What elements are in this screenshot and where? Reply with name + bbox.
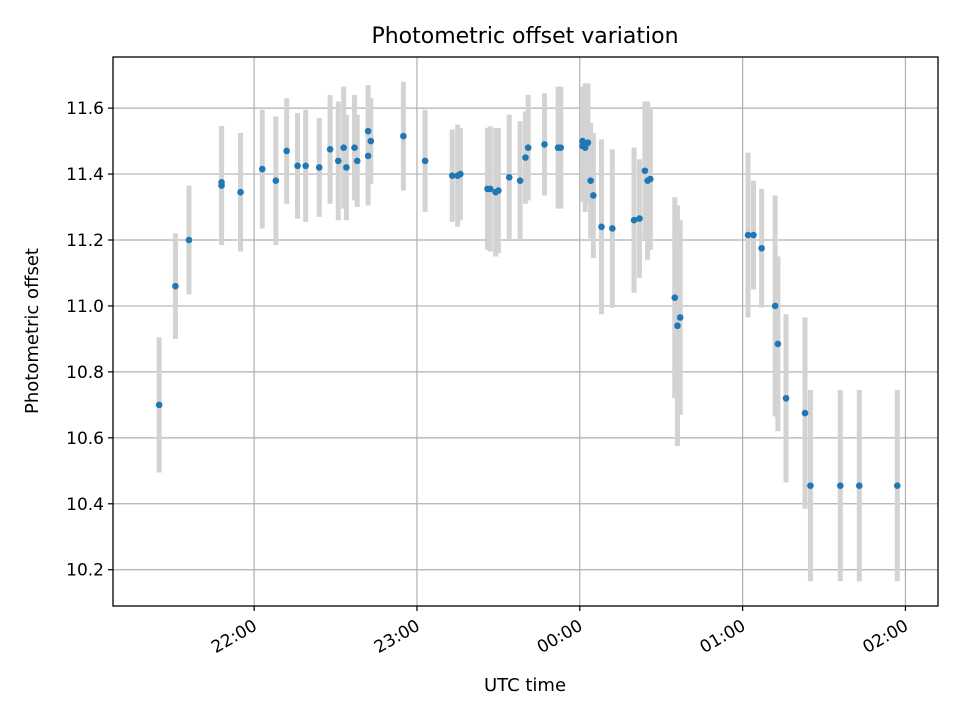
data-point bbox=[367, 137, 375, 145]
data-point bbox=[516, 177, 524, 184]
y-tick-label: 11.2 bbox=[66, 231, 104, 251]
data-point bbox=[155, 401, 163, 409]
data-point bbox=[486, 185, 494, 193]
data-point bbox=[364, 152, 372, 160]
data-point bbox=[351, 144, 358, 151]
data-point bbox=[326, 146, 334, 153]
data-point bbox=[579, 137, 586, 145]
data-point bbox=[581, 144, 589, 151]
y-tick-label: 10.8 bbox=[66, 363, 104, 383]
data-point bbox=[609, 225, 616, 232]
data-point bbox=[237, 188, 244, 196]
point-layer bbox=[155, 127, 901, 489]
y-tick-label: 11.0 bbox=[66, 297, 104, 317]
data-point bbox=[636, 215, 643, 222]
data-point bbox=[774, 340, 782, 348]
data-point bbox=[334, 157, 342, 165]
data-point bbox=[505, 174, 513, 181]
data-point bbox=[522, 154, 529, 161]
data-point bbox=[674, 322, 681, 330]
data-point bbox=[294, 162, 301, 170]
data-point bbox=[172, 282, 179, 290]
y-tick-label: 11.4 bbox=[66, 165, 104, 185]
data-point bbox=[557, 144, 565, 151]
data-point bbox=[782, 394, 790, 402]
data-point bbox=[364, 127, 372, 135]
data-point bbox=[630, 216, 638, 224]
data-point bbox=[771, 302, 779, 310]
data-point bbox=[893, 482, 901, 489]
grid-layer bbox=[113, 57, 938, 606]
data-point bbox=[855, 482, 863, 489]
data-point bbox=[340, 144, 347, 151]
data-point bbox=[641, 167, 649, 175]
data-point bbox=[353, 157, 361, 165]
data-point bbox=[807, 482, 814, 489]
data-point bbox=[315, 164, 323, 171]
y-tick-label: 10.4 bbox=[66, 495, 104, 515]
data-point bbox=[584, 139, 592, 147]
y-tick-label: 10.2 bbox=[66, 561, 104, 581]
data-point bbox=[457, 170, 464, 178]
y-tick-label: 10.6 bbox=[66, 429, 104, 449]
data-point bbox=[647, 175, 654, 183]
data-point bbox=[283, 147, 290, 155]
y-tick-label: 11.6 bbox=[66, 99, 104, 119]
plot-frame bbox=[112, 56, 939, 607]
data-point bbox=[671, 294, 679, 302]
data-point bbox=[495, 187, 502, 194]
data-point bbox=[524, 144, 532, 151]
data-point bbox=[400, 132, 407, 140]
data-point bbox=[676, 314, 684, 321]
data-point bbox=[587, 177, 594, 184]
data-point bbox=[750, 231, 757, 239]
data-point bbox=[598, 223, 605, 231]
data-point bbox=[801, 409, 809, 417]
chart-title: Photometric offset variation bbox=[371, 24, 678, 49]
data-point bbox=[272, 177, 280, 184]
data-point bbox=[302, 162, 309, 170]
data-point bbox=[343, 164, 350, 171]
data-point bbox=[744, 231, 752, 239]
y-axis-label: Photometric offset bbox=[22, 248, 43, 414]
data-point bbox=[590, 192, 597, 199]
data-point bbox=[421, 157, 429, 165]
data-point bbox=[448, 172, 456, 180]
data-point bbox=[758, 244, 765, 252]
data-point bbox=[185, 236, 193, 244]
x-axis-label: UTC time bbox=[484, 675, 566, 696]
data-point bbox=[541, 141, 548, 148]
data-point bbox=[258, 165, 266, 173]
data-point bbox=[218, 178, 225, 186]
data-point bbox=[837, 482, 844, 489]
